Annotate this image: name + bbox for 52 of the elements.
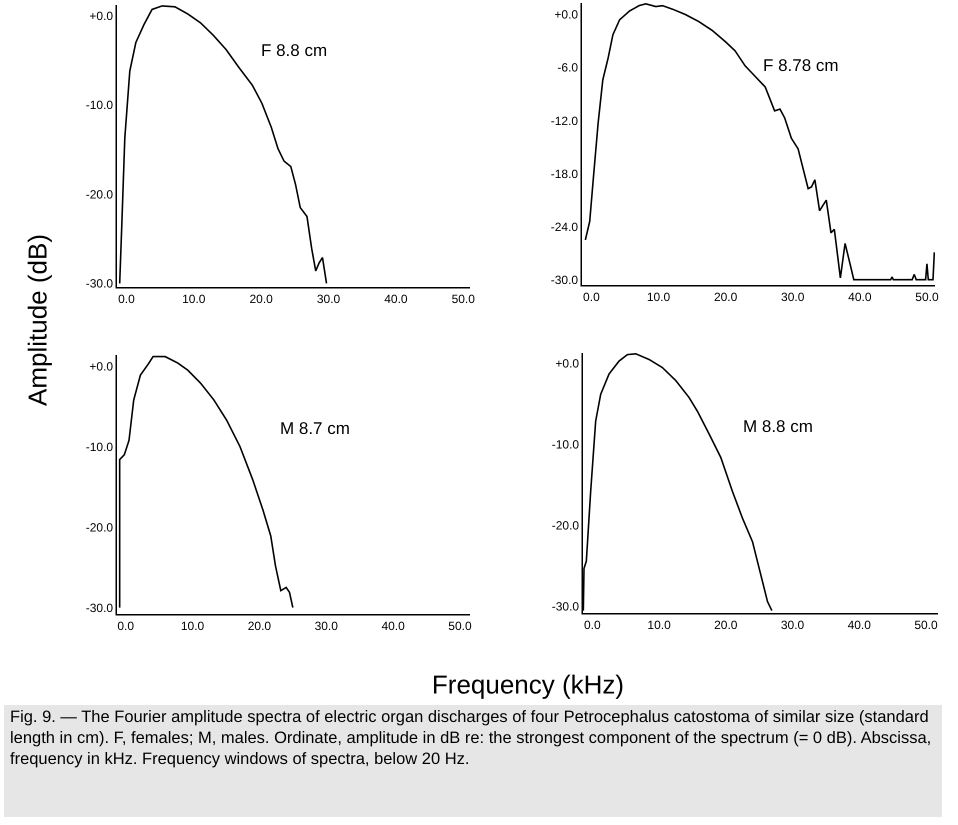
x-tick-label: 0.0 bbox=[583, 290, 600, 304]
y-axis-title: Amplitude (dB) bbox=[22, 234, 54, 406]
x-tick-label: 10.0 bbox=[646, 290, 671, 304]
x-tick-label: 20.0 bbox=[714, 290, 738, 304]
x-axis-title: Frequency (kHz) bbox=[432, 670, 624, 700]
y-tick-label: +0.0 bbox=[555, 356, 580, 371]
text: F 8.8 cm bbox=[261, 41, 328, 60]
line-series bbox=[118, 5, 328, 284]
line-series bbox=[118, 356, 294, 608]
y-tick-label: -30.0 bbox=[86, 276, 114, 291]
y-tick-label: -24.0 bbox=[550, 220, 578, 234]
x-tick-label: 50.0 bbox=[448, 618, 472, 633]
x-tick-label: 20.0 bbox=[249, 292, 274, 306]
text: M 8.8 cm bbox=[743, 417, 813, 436]
x-tick-label: 0.0 bbox=[117, 618, 134, 633]
x-tick-label: 40.0 bbox=[848, 618, 872, 632]
x-tick-label: 30.0 bbox=[780, 618, 805, 632]
y-tick-label: -30.0 bbox=[552, 600, 580, 614]
x-tick-label: 30.0 bbox=[316, 292, 341, 306]
y-tick-label: +0.0 bbox=[554, 8, 578, 22]
x-tick-label: 10.0 bbox=[180, 618, 205, 633]
y-tick-label: -30.0 bbox=[550, 272, 578, 287]
x-tick-label: 20.0 bbox=[248, 618, 272, 633]
caption: Fig. 9. — The Fourier amplitude spectra of electric organ discharges of four Petrocephalus catostoma of similar size (standard length in cm). F, females; M, males. Ordinate, amplitude in dB re: the strongest component of the spectrum (= 0 dB). Abscissa, frequency in kHz. Frequency windows of spectra, below 20 Hz. bbox=[4, 705, 942, 817]
x-tick-label: 10.0 bbox=[647, 618, 672, 632]
y-tick-label: +0.0 bbox=[89, 8, 114, 23]
text: M 8.7 cm bbox=[280, 419, 350, 438]
text: F 8.78 cm bbox=[763, 56, 839, 75]
y-tick-label: -10.0 bbox=[552, 438, 580, 452]
y-tick-label: -20.0 bbox=[86, 520, 114, 534]
y-tick-label: -6.0 bbox=[557, 60, 578, 75]
x-tick-label: 40.0 bbox=[384, 292, 408, 306]
y-tick-label: +0.0 bbox=[89, 359, 114, 374]
y-tick-label: -20.0 bbox=[86, 187, 114, 202]
x-tick-label: 40.0 bbox=[381, 618, 406, 633]
x-tick-label: 30.0 bbox=[781, 290, 805, 304]
x-tick-label: 50.0 bbox=[914, 618, 938, 632]
line-series bbox=[584, 3, 935, 280]
x-tick-label: 0.0 bbox=[584, 618, 602, 632]
x-tick-label: 30.0 bbox=[314, 618, 338, 633]
x-tick-label: 0.0 bbox=[118, 292, 136, 306]
y-tick-label: -30.0 bbox=[86, 600, 114, 615]
y-tick-label: -10.0 bbox=[86, 440, 114, 454]
y-tick-label: -20.0 bbox=[552, 518, 580, 533]
x-tick-label: 40.0 bbox=[848, 290, 872, 304]
x-tick-label: 20.0 bbox=[714, 618, 738, 632]
x-tick-label: 50.0 bbox=[915, 290, 939, 304]
x-tick-label: 10.0 bbox=[182, 292, 206, 306]
x-tick-label: 50.0 bbox=[452, 292, 476, 306]
y-tick-label: -12.0 bbox=[550, 114, 578, 128]
y-tick-label: -18.0 bbox=[550, 166, 578, 181]
y-tick-label: -10.0 bbox=[86, 98, 114, 112]
